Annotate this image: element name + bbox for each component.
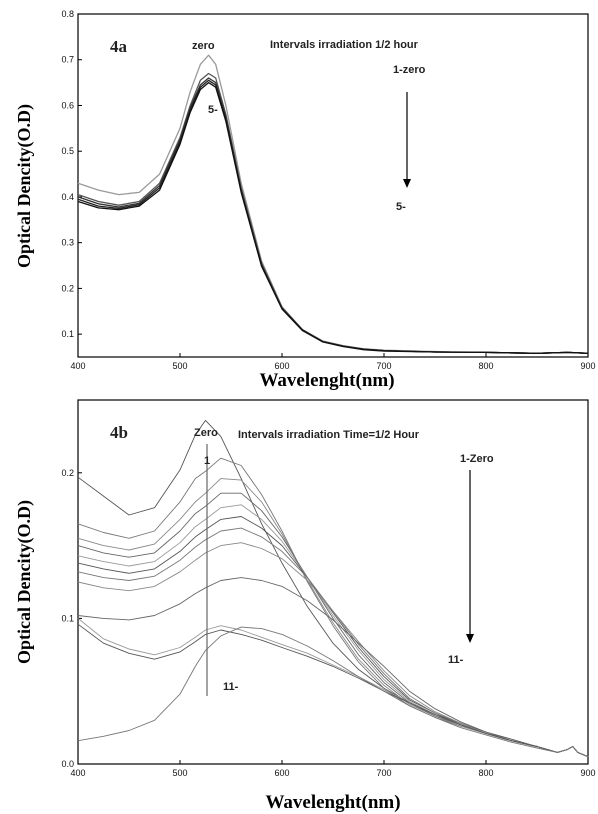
series-line-4b-5 bbox=[77, 504, 589, 758]
y-axis-title-4b: Optical Dencity(O.D) bbox=[14, 500, 35, 664]
series-line-4a-5 bbox=[77, 81, 589, 354]
x-tick-label-4b: 700 bbox=[376, 768, 391, 778]
series-line-4a-2 bbox=[77, 72, 589, 354]
peak-top-label-4a: zero bbox=[192, 40, 215, 52]
arrow-head-icon-4b bbox=[466, 634, 474, 643]
series-line-4b-9 bbox=[77, 577, 589, 758]
y-tick-label-4a: 0.2 bbox=[61, 283, 74, 293]
x-tick-label-4a: 700 bbox=[376, 361, 391, 371]
y-tick-label-4b: 0.2 bbox=[61, 468, 74, 478]
arrow-start-label-4a: 1-zero bbox=[393, 64, 426, 76]
x-tick-label-4a: 600 bbox=[274, 361, 289, 371]
series-line-4b-12 bbox=[77, 626, 589, 758]
arrow-end-label-4b: 11- bbox=[448, 654, 464, 666]
ticks-4b: 400 500 600 700 800 900 0.0 0.1 0.2 bbox=[61, 468, 595, 778]
peak-top-label-4b: Zero bbox=[194, 427, 218, 439]
peak-bottom-label-4b: 11- bbox=[223, 681, 239, 693]
x-tick-label-4b: 500 bbox=[172, 768, 187, 778]
x-tick-label-4b: 900 bbox=[580, 768, 595, 778]
x-tick-label-4a: 500 bbox=[172, 361, 187, 371]
arrow-head-icon-4a bbox=[403, 179, 411, 188]
series-line-4b-8 bbox=[77, 542, 589, 758]
arrow-start-label-4b: 1-Zero bbox=[460, 453, 494, 465]
interval-note-4b: Intervals irradiation Time=1/2 Hour bbox=[238, 429, 420, 441]
series-line-4b-11 bbox=[77, 623, 589, 758]
plot-frame-4b bbox=[77, 399, 589, 765]
series-line-4b-10 bbox=[77, 618, 589, 758]
y-axis-title-4a: Optical Dencity(O.D) bbox=[14, 104, 35, 268]
panel-label-4b: 4b bbox=[110, 423, 128, 442]
x-tick-label-4a: 900 bbox=[580, 361, 595, 371]
x-axis-title-4b: Wavelenght(nm) bbox=[265, 792, 400, 813]
x-axis-title-4a: Wavelenght(nm) bbox=[259, 370, 394, 391]
series-line-4a-1 bbox=[77, 54, 589, 354]
series-group-4a bbox=[77, 54, 589, 354]
arrow-end-label-4a: 5- bbox=[396, 201, 406, 213]
panel-label-4a: 4a bbox=[110, 37, 128, 56]
series-line-4b-2 bbox=[77, 457, 589, 758]
series-group-4b bbox=[77, 419, 589, 758]
plot-frame-4a bbox=[77, 13, 589, 358]
x-tick-label-4a: 800 bbox=[478, 361, 493, 371]
peak-marker-label-4b: 1 bbox=[204, 455, 210, 467]
panel-4a: 400 500 600 700 800 900 0.1 0.2 0.3 0.4 0.5 0.6 0.7 0… bbox=[14, 9, 596, 391]
series-line-4b-1 bbox=[77, 419, 589, 758]
y-tick-label-4a: 0.6 bbox=[61, 100, 74, 110]
y-tick-label-4a: 0.5 bbox=[61, 146, 74, 156]
interval-note-4a: Intervals irradiation 1/2 hour bbox=[270, 39, 419, 51]
y-tick-label-4b: 0.1 bbox=[61, 613, 74, 623]
x-tick-label-4b: 400 bbox=[70, 768, 85, 778]
panel-4b: 400 500 600 700 800 900 0.0 0.1 0.2 4b Zero 1 In… bbox=[14, 399, 596, 813]
x-tick-label-4b: 600 bbox=[274, 768, 289, 778]
series-line-4a-4 bbox=[77, 79, 589, 354]
x-tick-label-4b: 800 bbox=[478, 768, 493, 778]
y-tick-label-4a: 0.4 bbox=[61, 192, 74, 202]
series-line-4a-3 bbox=[77, 77, 589, 354]
series-line-4b-7 bbox=[77, 527, 589, 758]
y-tick-label-4a: 0.8 bbox=[61, 9, 74, 19]
y-tick-label-4a: 0.7 bbox=[61, 55, 74, 65]
y-tick-label-4a: 0.1 bbox=[61, 329, 74, 339]
y-tick-label-4a: 0.3 bbox=[61, 238, 74, 248]
x-tick-label-4a: 400 bbox=[70, 361, 85, 371]
peak-bottom-label-4a: 5- bbox=[208, 104, 218, 116]
y-tick-label-4b: 0.0 bbox=[61, 759, 74, 769]
